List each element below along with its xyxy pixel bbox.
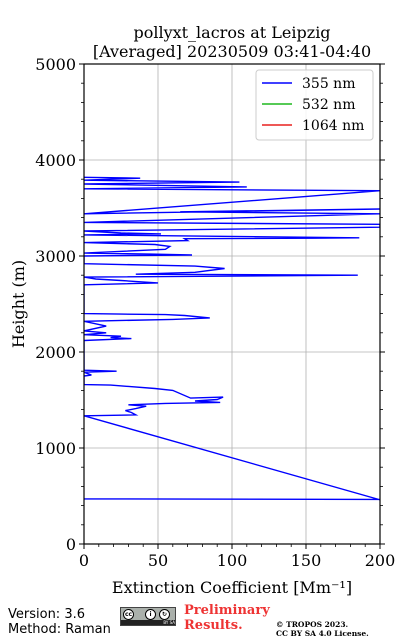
- y-tick-label: 2000: [35, 343, 76, 362]
- legend-label-1: 532 nm: [302, 97, 355, 113]
- version-text: Version: 3.6: [8, 607, 85, 622]
- y-tick-label: 3000: [35, 247, 76, 266]
- chart-title-line-1: pollyxt_lacros at Leipzig: [133, 23, 330, 42]
- copyright-note: © TROPOS 2023. CC BY SA 4.0 License.: [276, 620, 369, 638]
- legend-label-0: 355 nm: [302, 76, 355, 92]
- sa-icon: ↻: [159, 609, 170, 620]
- legend: 355 nm 532 nm 1064 nm: [255, 69, 374, 141]
- extinction-profile-chart: pollyxt_lacros at Leipzig [Averaged] 202…: [9, 23, 395, 597]
- x-axis-label: Extinction Coefficient [Mm⁻¹]: [112, 578, 352, 597]
- x-tick-label: 50: [148, 551, 168, 570]
- chart-title-line-2: [Averaged] 20230509 03:41-04:40: [93, 42, 371, 61]
- method-text: Method: Raman: [8, 622, 111, 637]
- preliminary-line-2: Results.: [184, 618, 243, 633]
- preliminary-line-1: Preliminary: [184, 603, 270, 618]
- x-tick-label: 100: [217, 551, 248, 570]
- series-layer: [84, 176, 380, 501]
- preliminary-results-note: Preliminary Results.: [184, 603, 270, 633]
- copyright-line-1: © TROPOS 2023.: [276, 620, 349, 629]
- cc-icon: cc: [123, 609, 134, 620]
- cc-license-logo: cc i ↻ BY SA: [120, 607, 176, 626]
- y-tick-label: 5000: [35, 55, 76, 74]
- license-badge-text: BY SA: [121, 620, 175, 625]
- y-axis-label: Height (m): [9, 260, 28, 348]
- y-tick-label: 0: [66, 535, 76, 554]
- legend-label-2: 1064 nm: [302, 118, 364, 134]
- by-icon: i: [145, 609, 156, 620]
- x-tick-label: 0: [79, 551, 89, 570]
- x-tick-label: 200: [365, 551, 396, 570]
- x-tick-label: 150: [291, 551, 322, 570]
- y-tick-label: 4000: [35, 151, 76, 170]
- y-tick-label: 1000: [35, 439, 76, 458]
- copyright-line-2: CC BY SA 4.0 License.: [276, 629, 369, 638]
- series-line-0: [84, 176, 380, 501]
- legend-box: [255, 69, 374, 141]
